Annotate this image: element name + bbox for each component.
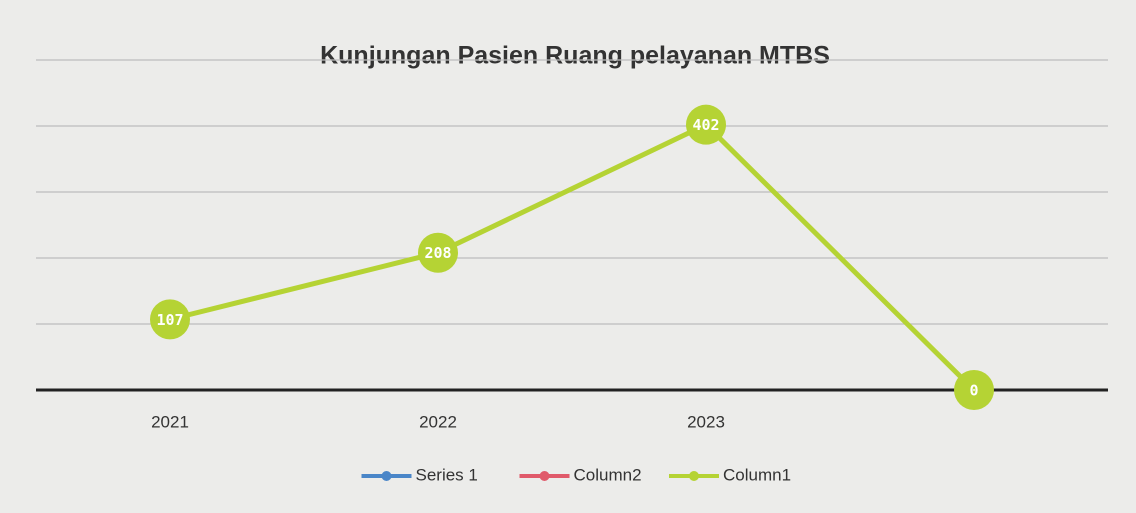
data-label: 0 [969,382,978,400]
x-tick-label: 2022 [419,412,457,431]
point [418,232,458,273]
x-tick-label: 2023 [687,412,725,431]
x-tick-label: 2021 [151,412,189,431]
legend-marker [539,471,550,481]
legend-label: Column1 [723,465,791,484]
data-label: 107 [156,311,183,329]
data-label: 402 [692,116,719,134]
point [150,299,190,340]
data-label: 208 [424,244,451,262]
legend-label: Column2 [574,465,642,484]
legend-label: Series 1 [416,465,478,484]
line [169,121,976,392]
legend-marker [689,471,699,481]
chart-title: Kunjungan Pasien Ruang pelayanan MTBS [320,42,830,70]
legend-marker [381,471,392,481]
point [954,370,994,410]
point [686,104,726,145]
